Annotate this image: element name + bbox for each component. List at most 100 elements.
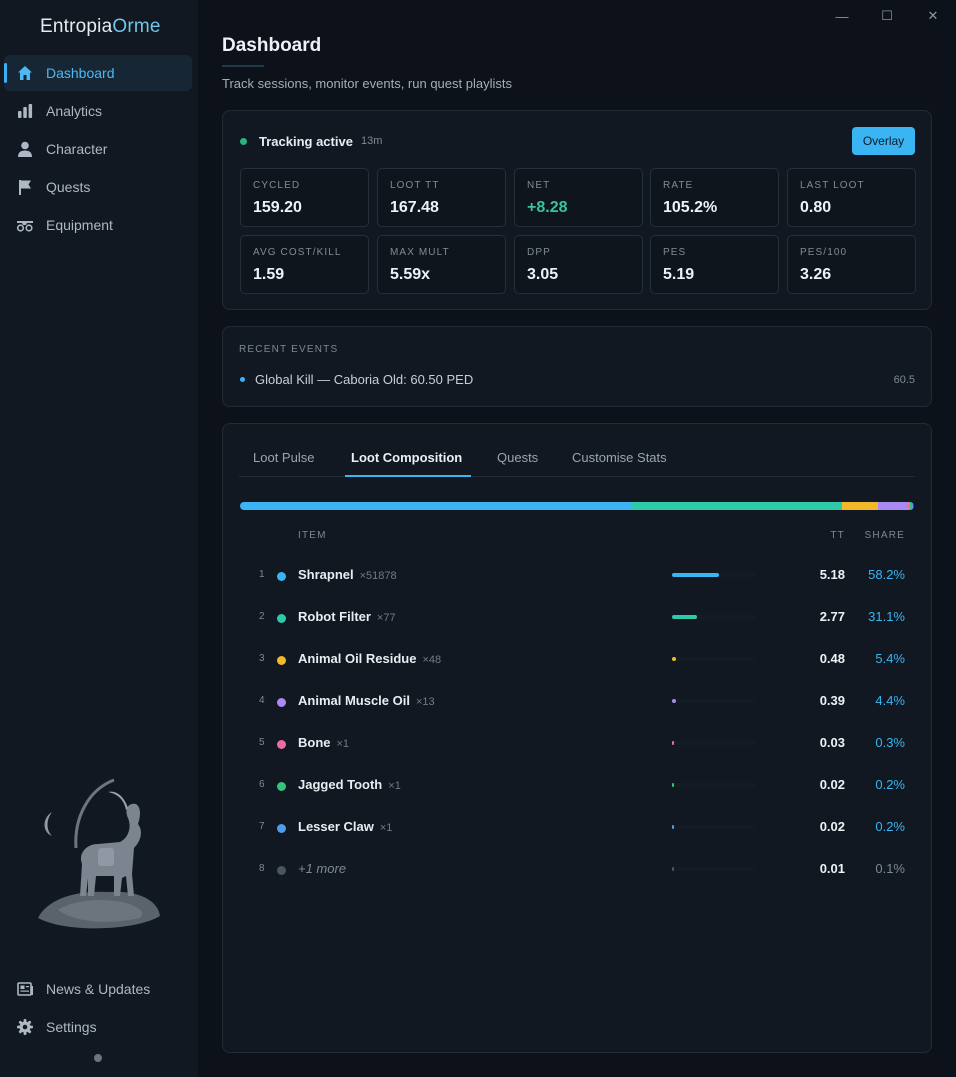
item-name-text: Jagged Tooth	[298, 777, 383, 792]
stat-label: RATE	[663, 180, 694, 191]
item-name: Shrapnel ×51878	[298, 567, 397, 582]
item-share-value: 0.3%	[875, 735, 905, 750]
status-indicator-dot	[94, 1054, 102, 1062]
stat-net: NET +8.28	[514, 168, 643, 227]
item-share-value: 0.2%	[875, 819, 905, 834]
stat-dpp: DPP 3.05	[514, 235, 643, 294]
row-rank: 3	[259, 653, 265, 664]
overlay-button[interactable]: Overlay	[852, 127, 915, 155]
item-name-text: +1 more	[298, 861, 347, 876]
stat-label: PES/100	[800, 247, 848, 258]
composition-segment	[911, 502, 913, 510]
tab-loot-pulse[interactable]: Loot Pulse	[253, 450, 315, 465]
stat-value: 5.19	[663, 266, 695, 283]
item-tt-value: 0.02	[819, 777, 845, 792]
table-row[interactable]: 8 +1 more 0.01 0.1%	[223, 861, 931, 905]
item-name: Animal Muscle Oil ×13	[298, 693, 435, 708]
item-color-dot	[277, 824, 286, 833]
sidebar-item-character[interactable]: Character	[4, 131, 192, 167]
sidebar-item-news[interactable]: News & Updates	[4, 971, 192, 1007]
stat-label: NET	[527, 180, 551, 191]
tracking-status-dot	[240, 138, 247, 145]
item-quantity: ×48	[422, 654, 442, 666]
stat-label: PES	[663, 247, 687, 258]
row-rank: 1	[259, 569, 265, 580]
item-tt-value: 0.39	[819, 693, 845, 708]
row-rank: 4	[259, 695, 265, 706]
stat-value: 3.05	[527, 266, 559, 283]
stat-last-loot: LAST LOOT 0.80	[787, 168, 916, 227]
stat-avg-cost-kill: AVG COST/KILL 1.59	[240, 235, 369, 294]
sidebar-item-label: Equipment	[46, 217, 113, 233]
sidebar-item-settings[interactable]: Settings	[4, 1009, 192, 1045]
composition-segment	[907, 502, 910, 510]
stat-value: 0.80	[800, 199, 832, 216]
stat-cycled: CYCLED 159.20	[240, 168, 369, 227]
tab-divider	[239, 476, 915, 477]
table-row[interactable]: 2 Robot Filter ×77 2.77 31.1%	[223, 609, 931, 653]
table-row[interactable]: 5 Bone ×1 0.03 0.3%	[223, 735, 931, 779]
page-subtitle: Track sessions, monitor events, run ques…	[222, 76, 512, 91]
composition-bar	[240, 502, 914, 510]
sidebar-item-quests[interactable]: Quests	[4, 169, 192, 205]
share-bar-fill	[672, 573, 719, 577]
sidebar-item-dashboard[interactable]: Dashboard	[4, 55, 192, 91]
row-rank: 8	[259, 863, 265, 874]
composition-segment	[240, 502, 633, 510]
item-tt-value: 0.03	[819, 735, 845, 750]
table-row[interactable]: 4 Animal Muscle Oil ×13 0.39 4.4%	[223, 693, 931, 737]
item-color-dot	[277, 740, 286, 749]
table-row[interactable]: 3 Animal Oil Residue ×48 0.48 5.4%	[223, 651, 931, 695]
sidebar-item-equipment[interactable]: Equipment	[4, 207, 192, 243]
tab-customise-stats[interactable]: Customise Stats	[572, 450, 667, 465]
event-value: 60.5	[893, 374, 915, 386]
tab-quests[interactable]: Quests	[497, 450, 539, 465]
item-quantity: ×51878	[359, 570, 397, 582]
item-name: Lesser Claw ×1	[298, 819, 392, 834]
table-row[interactable]: 6 Jagged Tooth ×1 0.02 0.2%	[223, 777, 931, 821]
active-tab-indicator	[345, 475, 471, 477]
recent-events-card: RECENT EVENTS Global Kill — Caboria Old:…	[222, 326, 932, 407]
item-name: Bone ×1	[298, 735, 349, 750]
stat-max-mult: MAX MULT 5.59x	[377, 235, 506, 294]
sidebar-item-label: Character	[46, 141, 108, 157]
share-bar-track	[672, 699, 756, 703]
row-rank: 2	[259, 611, 265, 622]
item-name-text: Robot Filter	[298, 609, 371, 624]
tab-loot-composition[interactable]: Loot Composition	[351, 450, 463, 465]
news-icon	[16, 980, 34, 998]
tracking-label: Tracking active	[259, 134, 353, 149]
stat-label: AVG COST/KILL	[253, 247, 342, 258]
tracking-card: Tracking active 13m Overlay CYCLED 159.2…	[222, 110, 932, 310]
close-button[interactable]: ✕	[927, 8, 939, 23]
item-share-value: 31.1%	[868, 609, 905, 624]
stat-value: 159.20	[253, 199, 302, 216]
item-tt-value: 0.02	[819, 819, 845, 834]
item-name: +1 more	[298, 861, 346, 876]
share-bar-fill	[672, 867, 674, 871]
table-row[interactable]: 7 Lesser Claw ×1 0.02 0.2%	[223, 819, 931, 863]
maximize-button[interactable]: ☐	[881, 8, 893, 23]
minimize-button[interactable]: —	[835, 8, 849, 24]
table-row[interactable]: 1 Shrapnel ×51878 5.18 58.2%	[223, 567, 931, 611]
sidebar: EntropiaOrme Dashboard Analytics Charact…	[0, 0, 198, 1077]
item-name: Robot Filter ×77	[298, 609, 396, 624]
stat-label: CYCLED	[253, 180, 301, 191]
row-rank: 7	[259, 821, 265, 832]
tracking-elapsed: 13m	[361, 135, 383, 147]
composition-segment	[878, 502, 908, 510]
recent-events-header: RECENT EVENTS	[239, 344, 339, 355]
share-bar-fill	[672, 699, 676, 703]
sidebar-item-analytics[interactable]: Analytics	[4, 93, 192, 129]
item-share-value: 0.2%	[875, 777, 905, 792]
item-tt-value: 0.48	[819, 651, 845, 666]
app-brand: EntropiaOrme	[40, 16, 161, 37]
stat-label: LOOT TT	[390, 180, 440, 191]
share-bar-fill	[672, 741, 674, 745]
item-quantity: ×1	[336, 738, 350, 750]
share-bar-fill	[672, 825, 674, 829]
bar-chart-icon	[16, 102, 34, 120]
sidebar-item-label: Analytics	[46, 103, 103, 119]
page-title: Dashboard	[222, 35, 322, 56]
share-bar-track	[672, 615, 756, 619]
